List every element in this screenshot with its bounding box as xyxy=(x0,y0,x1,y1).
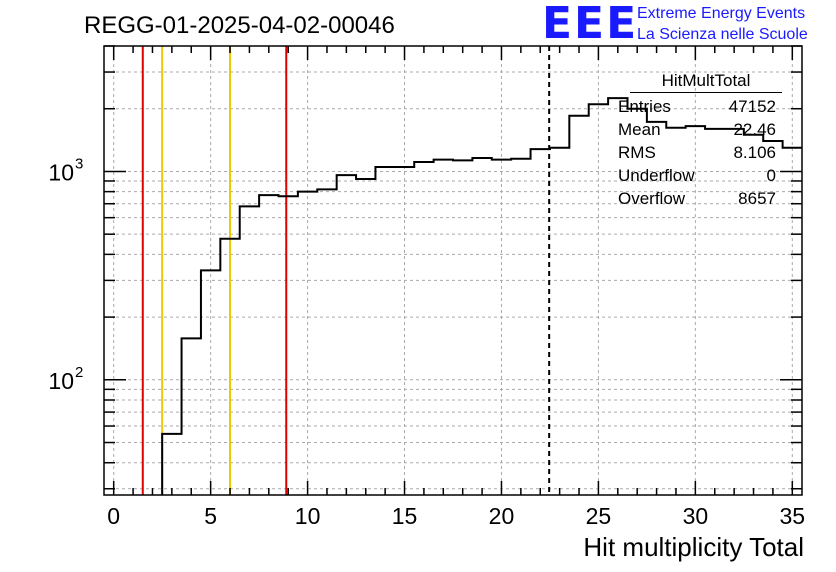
stats-label: Mean xyxy=(618,120,661,139)
stats-label: RMS xyxy=(618,143,656,162)
logo-caption-line1: Extreme Energy Events xyxy=(637,5,806,22)
stats-label: Overflow xyxy=(618,189,686,208)
stats-box-title: HitMultTotal xyxy=(630,71,782,93)
stats-label: Underflow xyxy=(618,166,695,185)
stats-row-rms: RMS 8.106 xyxy=(612,141,776,164)
stats-row-overflow: Overflow 8657 xyxy=(612,187,776,210)
y-tick-label: 10 xyxy=(48,159,74,185)
grid-lines xyxy=(104,45,802,495)
x-tick-label: 30 xyxy=(683,503,709,529)
x-tick-label: 15 xyxy=(392,503,418,529)
y-tick-label: 10 xyxy=(48,368,74,394)
x-tick-label: 35 xyxy=(780,503,806,529)
x-tick-label: 5 xyxy=(204,503,217,529)
y-tick-label-exponent: 2 xyxy=(75,364,83,381)
y-tick-label-exponent: 3 xyxy=(75,155,83,172)
stats-value: 47152 xyxy=(728,97,776,116)
eee-logo: EEE xyxy=(542,0,639,49)
x-tick-label: 20 xyxy=(489,503,515,529)
stats-value: 8.106 xyxy=(733,143,776,162)
x-axis-label: Hit multiplicity Total xyxy=(583,532,804,562)
stats-value: 0 xyxy=(766,166,776,185)
stats-value: 22.46 xyxy=(733,120,776,139)
chart-title: REGG-01-2025-04-02-00046 xyxy=(84,12,395,39)
axis-ticks xyxy=(104,45,802,495)
x-tick-label: 25 xyxy=(586,503,612,529)
x-tick-label: 10 xyxy=(295,503,321,529)
stats-box: HitMultTotal Entries 47152 Mean 22.46 RM… xyxy=(612,71,782,210)
logo-caption-line2: La Scienza nelle Scuole xyxy=(637,26,808,43)
stats-row-entries: Entries 47152 xyxy=(612,95,776,118)
stats-label: Entries xyxy=(618,97,671,116)
x-tick-label: 0 xyxy=(107,503,120,529)
histogram-series xyxy=(161,97,802,495)
stats-value: 8657 xyxy=(738,189,776,208)
marker-lines xyxy=(141,46,551,495)
stats-row-underflow: Underflow 0 xyxy=(612,164,776,187)
plot-frame xyxy=(103,45,803,496)
stats-row-mean: Mean 22.46 xyxy=(612,118,776,141)
logo-caption: Extreme Energy Events La Scienza nelle S… xyxy=(637,3,808,45)
